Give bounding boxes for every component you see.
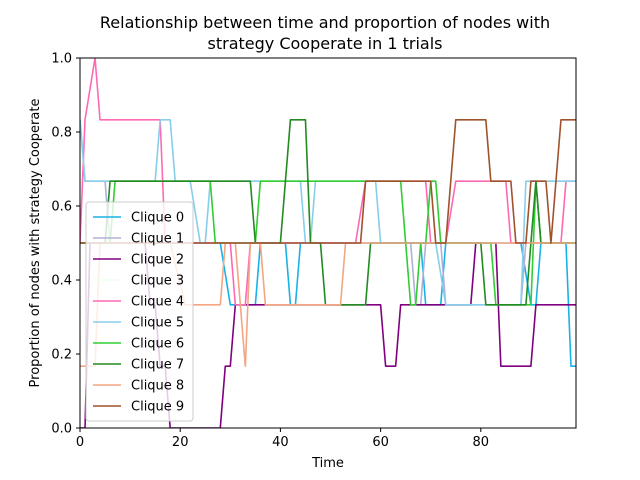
y-tick-label: 0.2	[51, 348, 72, 363]
series-layer	[80, 58, 576, 428]
y-axis: 0.0 0.2 0.4 0.6 0.8 1.0	[51, 52, 80, 437]
y-tick-label: 0.0	[51, 422, 72, 437]
x-tick-label: 80	[473, 435, 490, 450]
y-axis-label: Proportion of nodes with strategy Cooper…	[28, 99, 43, 388]
legend-label-clique-4: Clique 4	[131, 295, 184, 310]
legend-label-clique-5: Clique 5	[131, 316, 184, 331]
x-axis: 0 20 40 60 80	[76, 428, 489, 450]
legend-items: Clique 0 Clique 1 Clique 2 Clique 3 Clique 4…	[93, 211, 184, 415]
series-line-clique-9	[80, 118, 576, 244]
legend-box	[85, 201, 194, 422]
y-tick-label: 1.0	[51, 52, 72, 67]
chart-title-line-1: Relationship between time and proportion…	[100, 13, 550, 32]
legend-label-clique-7: Clique 7	[131, 358, 184, 373]
legend-label-clique-6: Clique 6	[131, 337, 184, 352]
x-tick-label: 60	[372, 435, 389, 450]
x-axis-label: Time	[311, 456, 344, 471]
x-tick-label: 40	[272, 435, 289, 450]
series-line-clique-7	[80, 118, 576, 306]
plot-frame	[79, 57, 577, 429]
x-tick-label: 0	[76, 435, 84, 450]
legend-label-clique-9: Clique 9	[131, 400, 184, 415]
y-tick-label: 0.8	[51, 126, 72, 141]
y-tick-label: 0.4	[51, 274, 72, 289]
chart-title-line-2: strategy Cooperate in 1 trials	[208, 34, 443, 53]
legend-label-clique-2: Clique 2	[131, 253, 184, 268]
y-tick-label: 0.6	[51, 200, 72, 215]
x-tick-label: 20	[172, 435, 189, 450]
legend-label-clique-3: Clique 3	[131, 274, 184, 289]
legend-label-clique-0: Clique 0	[131, 211, 184, 226]
legend-label-clique-8: Clique 8	[131, 379, 184, 394]
legend-label-clique-1: Clique 1	[131, 232, 184, 247]
legend: Clique 0 Clique 1 Clique 2 Clique 3 Clique 4…	[85, 201, 194, 422]
